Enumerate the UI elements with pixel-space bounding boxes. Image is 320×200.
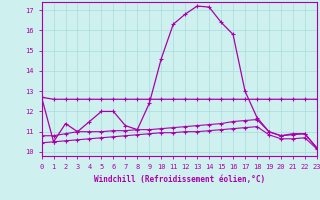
X-axis label: Windchill (Refroidissement éolien,°C): Windchill (Refroidissement éolien,°C) <box>94 175 265 184</box>
